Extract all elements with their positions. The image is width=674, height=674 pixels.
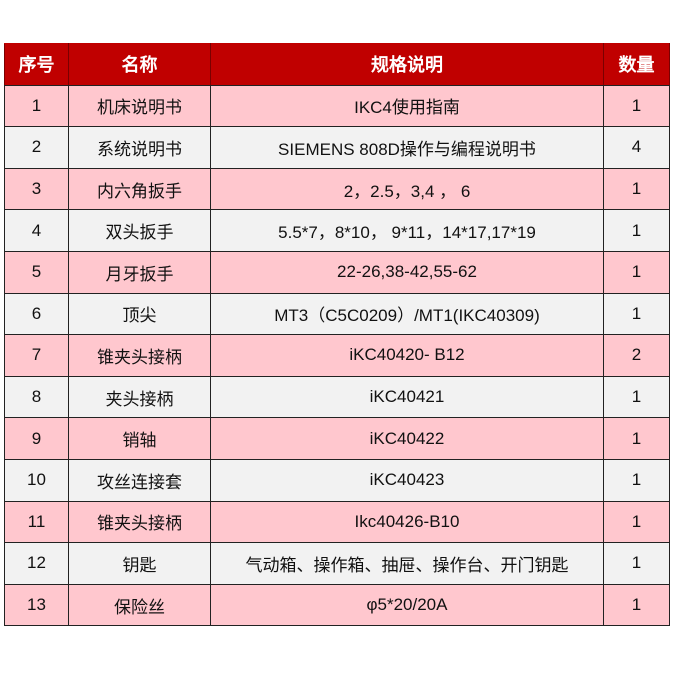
cell-no: 5 [4, 250, 69, 294]
cell-qty: 1 [603, 417, 670, 460]
cell-qty: 1 [603, 292, 670, 336]
cell-qty: 1 [603, 542, 670, 585]
cell-qty: 1 [603, 167, 670, 211]
cell-name: 夹头接柄 [68, 375, 211, 419]
cell-qty: 1 [603, 583, 670, 627]
table-row: 5 月牙扳手 22-26,38-42,55-62 1 [4, 250, 670, 294]
header-spec: 规格说明 [210, 43, 604, 86]
cell-qty: 2 [603, 334, 670, 377]
cell-spec: iKC40423 [210, 458, 604, 502]
cell-name: 锥夹头接柄 [68, 334, 211, 377]
cell-name: 双头扳手 [68, 209, 211, 252]
cell-qty: 1 [603, 458, 670, 502]
cell-no: 13 [4, 583, 69, 627]
cell-qty: 1 [603, 500, 670, 544]
cell-spec: 气动箱、操作箱、抽屉、操作台、开门钥匙 [210, 542, 604, 585]
cell-no: 6 [4, 292, 69, 336]
cell-no: 11 [4, 500, 69, 544]
cell-no: 9 [4, 417, 69, 460]
cell-no: 4 [4, 209, 69, 252]
cell-no: 3 [4, 167, 69, 211]
table-row: 8 夹头接柄 iKC40421 1 [4, 375, 670, 419]
cell-spec: SIEMENS 808D操作与编程说明书 [210, 126, 604, 169]
table-row: 13 保险丝 φ5*20/20A 1 [4, 583, 670, 627]
cell-qty: 4 [603, 126, 670, 169]
header-row: 序号 名称 规格说明 数量 [4, 43, 670, 86]
cell-no: 2 [4, 126, 69, 169]
cell-no: 8 [4, 375, 69, 419]
table-row: 9 销轴 iKC40422 1 [4, 417, 670, 460]
table-row: 11 锥夹头接柄 Ikc40426-B10 1 [4, 500, 670, 544]
table-row: 12 钥匙 气动箱、操作箱、抽屉、操作台、开门钥匙 1 [4, 542, 670, 585]
table-row: 1 机床说明书 IKC4使用指南 1 [4, 84, 670, 128]
table-row: 6 顶尖 MT3（C5C0209）/MT1(IKC40309) 1 [4, 292, 670, 336]
cell-name: 销轴 [68, 417, 211, 460]
cell-name: 机床说明书 [68, 84, 211, 128]
cell-qty: 1 [603, 84, 670, 128]
cell-name: 保险丝 [68, 583, 211, 627]
cell-spec: φ5*20/20A [210, 583, 604, 627]
cell-spec: iKC40422 [210, 417, 604, 460]
cell-no: 1 [4, 84, 69, 128]
cell-name: 系统说明书 [68, 126, 211, 169]
cell-qty: 1 [603, 250, 670, 294]
cell-spec: 5.5*7，8*10， 9*11，14*17,17*19 [210, 209, 604, 252]
cell-name: 锥夹头接柄 [68, 500, 211, 544]
cell-no: 7 [4, 334, 69, 377]
cell-spec: iKC40421 [210, 375, 604, 419]
cell-name: 顶尖 [68, 292, 211, 336]
cell-name: 钥匙 [68, 542, 211, 585]
cell-spec: Ikc40426-B10 [210, 500, 604, 544]
table-row: 4 双头扳手 5.5*7，8*10， 9*11，14*17,17*19 1 [4, 209, 670, 252]
cell-name: 内六角扳手 [68, 167, 211, 211]
cell-spec: 2，2.5，3,4 ， 6 [210, 167, 604, 211]
cell-spec: IKC4使用指南 [210, 84, 604, 128]
cell-name: 攻丝连接套 [68, 458, 211, 502]
table-row: 10 攻丝连接套 iKC40423 1 [4, 458, 670, 502]
table-row: 2 系统说明书 SIEMENS 808D操作与编程说明书 4 [4, 126, 670, 169]
accessory-list-table: 序号 名称 规格说明 数量 1 机床说明书 IKC4使用指南 1 2 系统说明书 SIEME… [4, 43, 670, 627]
header-no: 序号 [4, 43, 69, 86]
cell-spec: iKC40420- B12 [210, 334, 604, 377]
cell-spec: 22-26,38-42,55-62 [210, 250, 604, 294]
cell-spec: MT3（C5C0209）/MT1(IKC40309) [210, 292, 604, 336]
cell-qty: 1 [603, 209, 670, 252]
cell-no: 10 [4, 458, 69, 502]
table-row: 7 锥夹头接柄 iKC40420- B12 2 [4, 334, 670, 377]
header-qty: 数量 [603, 43, 670, 86]
header-name: 名称 [68, 43, 211, 86]
cell-qty: 1 [603, 375, 670, 419]
cell-no: 12 [4, 542, 69, 585]
cell-name: 月牙扳手 [68, 250, 211, 294]
